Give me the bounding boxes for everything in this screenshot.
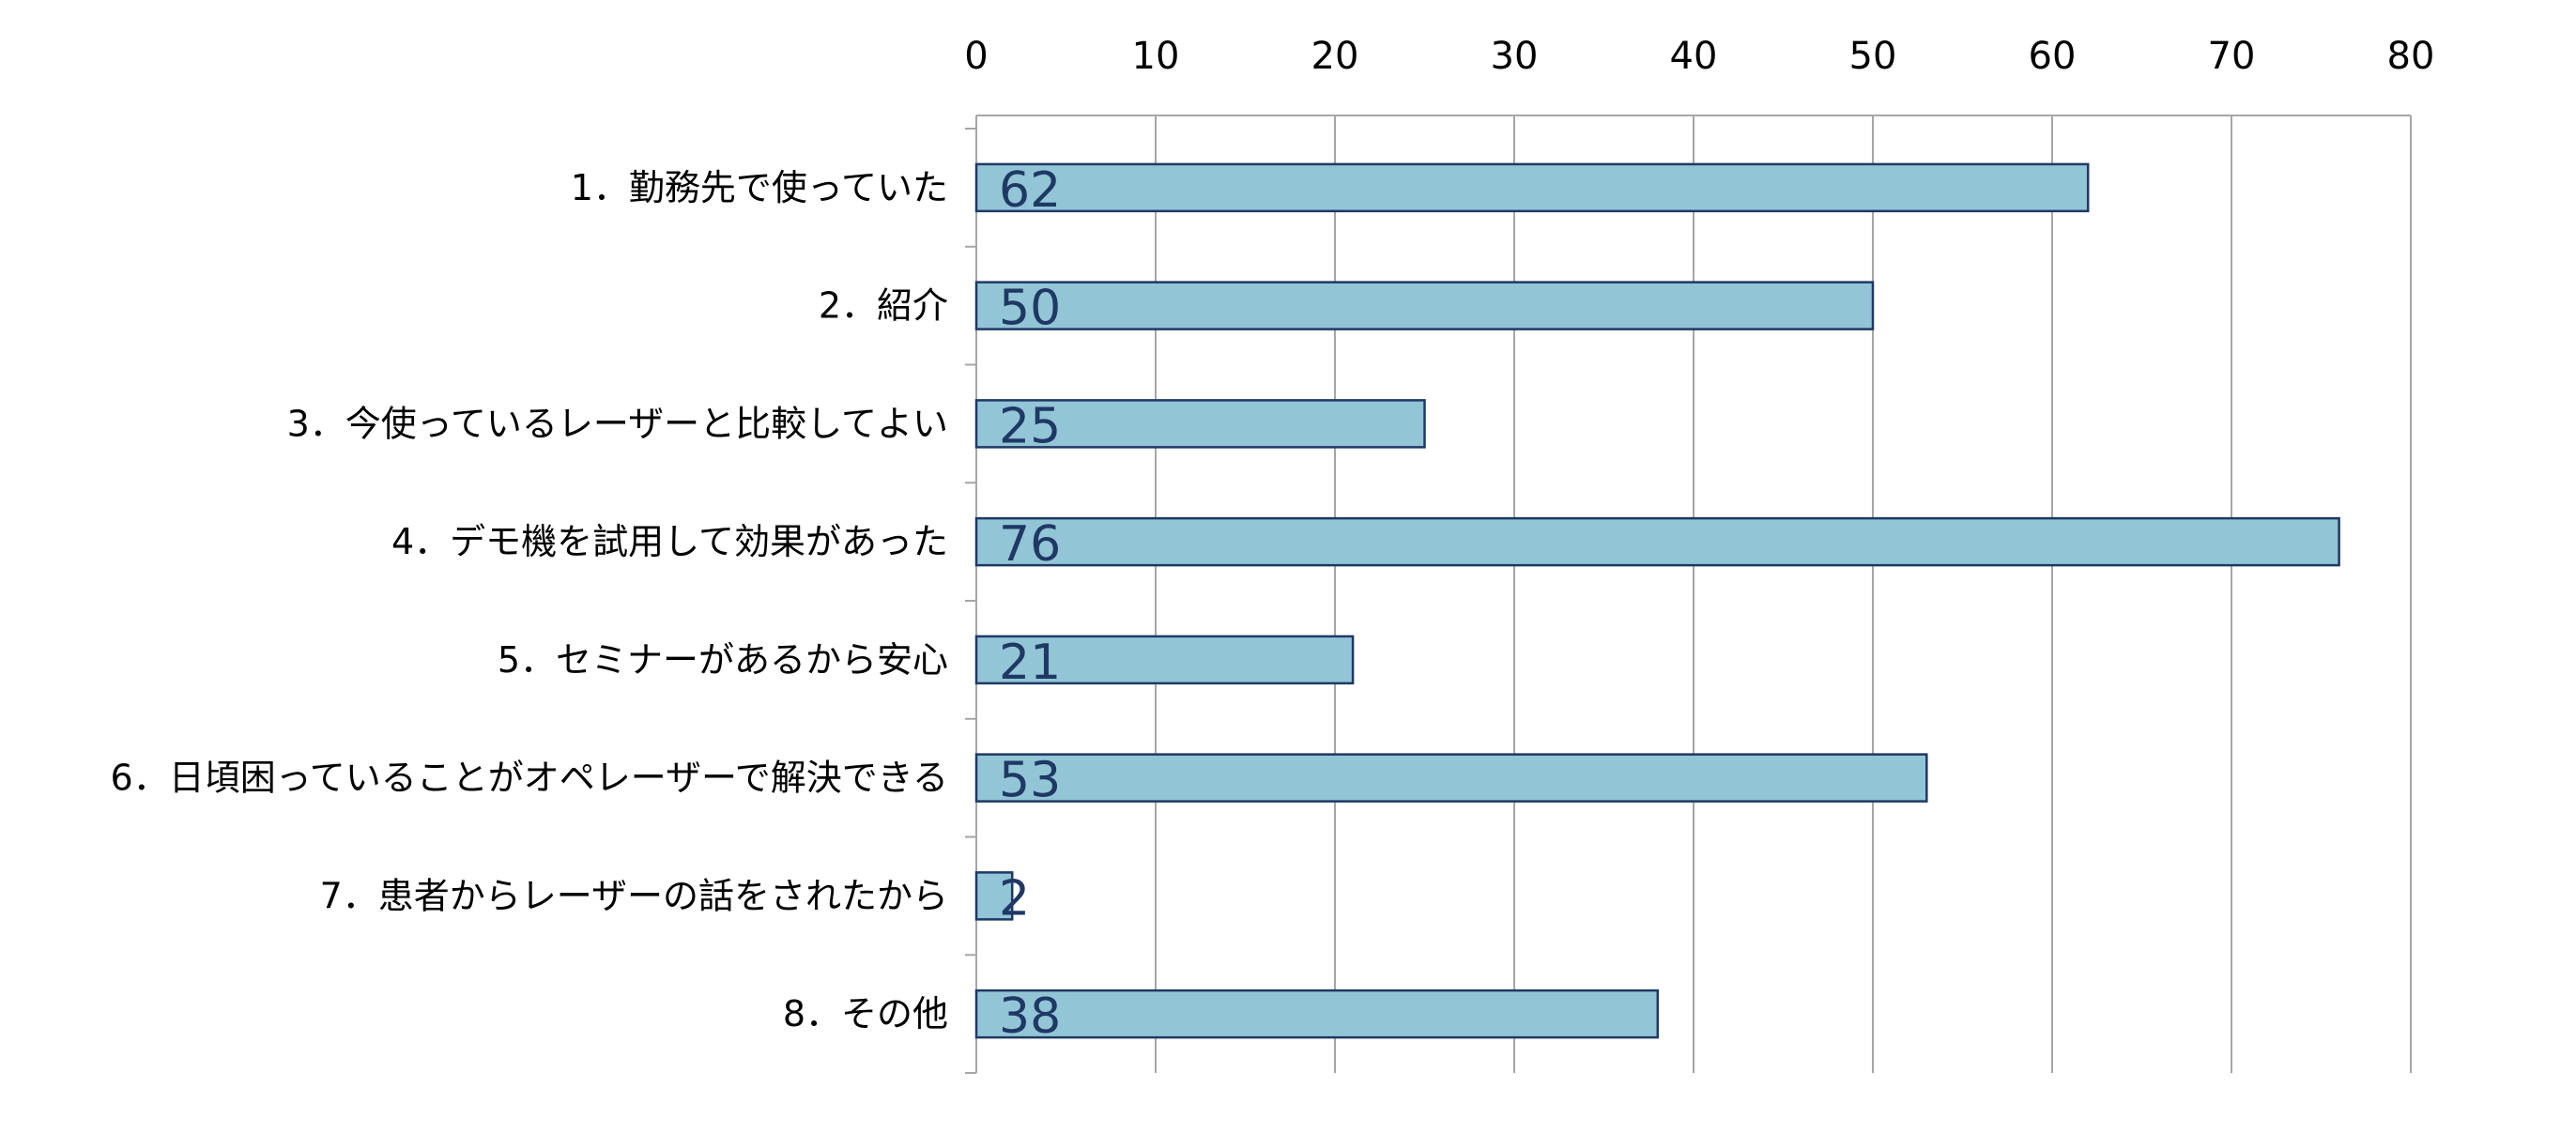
data-label: 38 bbox=[999, 988, 1061, 1045]
category-label: 3．今使っているレーザーと比較してよい bbox=[287, 403, 948, 444]
bar bbox=[974, 399, 1426, 449]
bar bbox=[974, 162, 2090, 213]
category-label: 7．患者からレーザーの話をされたから bbox=[320, 875, 948, 916]
labels: 0 10 20 30 40 50 60 70 80 1．勤務先で使っていた 62 2．紹介 50 3．今使… bbox=[111, 35, 2435, 1045]
x-tick-label: 30 bbox=[1491, 35, 1539, 78]
bar bbox=[974, 871, 1014, 921]
data-label: 21 bbox=[999, 635, 1061, 691]
bar bbox=[974, 281, 1875, 330]
axes bbox=[965, 115, 2412, 1074]
data-label: 76 bbox=[999, 516, 1061, 573]
category-label: 6．日頃困っていることがオペレーザーで解決できる bbox=[111, 758, 948, 799]
x-tick-label: 40 bbox=[1670, 35, 1718, 78]
x-tick-label: 60 bbox=[2029, 35, 2077, 78]
category-label: 8．その他 bbox=[783, 993, 948, 1034]
bars bbox=[974, 162, 2340, 1039]
data-label: 50 bbox=[999, 281, 1061, 337]
category-label: 1．勤務先で使っていた bbox=[571, 167, 948, 208]
category-label: 4．デモ機を試用して効果があった bbox=[391, 521, 948, 562]
x-tick-label: 20 bbox=[1311, 35, 1359, 78]
bar bbox=[974, 753, 1928, 803]
bar bbox=[974, 988, 1660, 1039]
data-label: 53 bbox=[999, 753, 1061, 809]
x-tick-label: 0 bbox=[964, 35, 988, 78]
category-label: 2．紹介 bbox=[819, 285, 948, 327]
x-tick-label: 10 bbox=[1132, 35, 1180, 78]
data-label: 62 bbox=[999, 162, 1061, 219]
data-label: 25 bbox=[999, 398, 1061, 454]
x-tick-label: 80 bbox=[2387, 35, 2435, 78]
bar bbox=[974, 635, 1355, 685]
data-label: 2 bbox=[999, 870, 1030, 927]
bar bbox=[974, 516, 2340, 567]
category-label: 5．セミナーがあるから安心 bbox=[498, 639, 948, 681]
x-tick-label: 70 bbox=[2208, 35, 2256, 78]
gridlines bbox=[1155, 115, 2412, 1073]
x-tick-label: 50 bbox=[1849, 35, 1897, 78]
